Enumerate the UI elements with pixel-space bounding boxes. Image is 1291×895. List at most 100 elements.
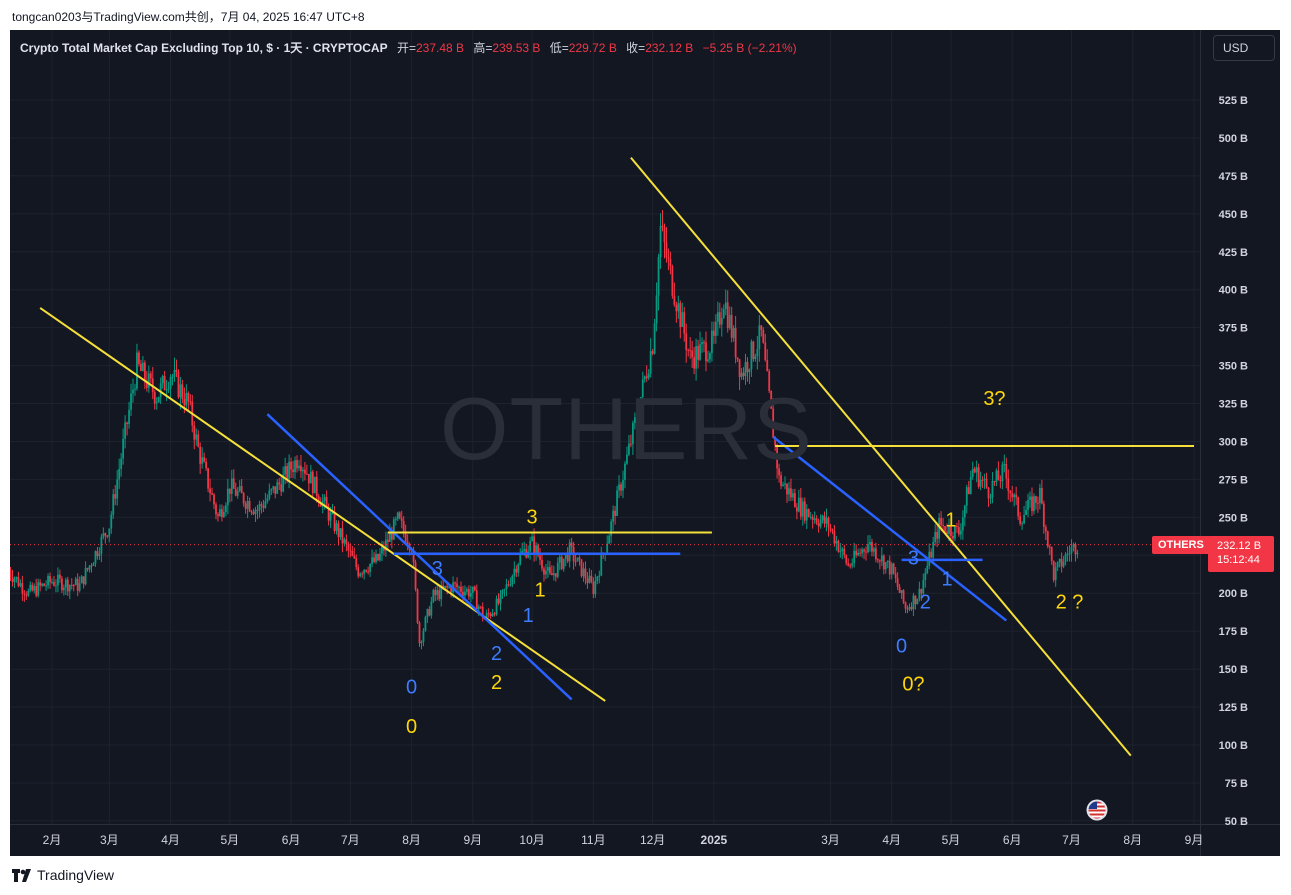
candle-body-up [432,589,435,602]
candle-body-down [325,497,328,507]
candle-body-down [207,468,209,489]
candle-body-up [1058,558,1061,563]
candle-body-up [782,484,784,486]
candle-body-up [568,542,571,562]
candle-body-up [1072,544,1075,548]
candle-body-up [608,535,611,544]
candle-body-down [774,437,777,446]
candle-body-down [997,470,1000,481]
candle-body-up [112,494,115,515]
candle-body-down [456,583,458,588]
candle-body-down [96,551,99,557]
candle-body-up [647,373,650,379]
candle-body-up [122,438,125,459]
candle-body-up [924,572,927,580]
candle-body-down [793,493,796,508]
candle-body-up [600,553,603,576]
candle-body-up [701,342,703,345]
candle-body-up [869,541,871,545]
candle-body-down [742,372,745,377]
candle-body-up [268,490,271,499]
candle-body-down [390,532,393,540]
candle-body-down [189,401,192,403]
candle-body-down [669,259,672,267]
candle-body-up [436,590,439,596]
candle-body-up [965,487,968,506]
candle-body-up [430,601,433,616]
candle-body-down [86,568,89,570]
candle-body-down [367,571,370,573]
open-value: 237.48 B [415,41,465,55]
y-tick-label: 525 B [1219,95,1248,107]
candle-body-up [136,352,138,389]
candle-body-up [100,536,103,554]
candle-body-up [655,295,658,324]
chart-area[interactable]: 50 B 75 B 100 B 125 B 150 B 175 B 200 B 250 B 27… [10,30,1280,856]
y-tick-label: 250 B [1219,512,1248,524]
candle-body-up [128,409,130,424]
y-tick-label: 125 B [1219,702,1248,714]
candle-body-down [1011,493,1014,498]
wave-label-yellow: 3 [527,506,538,528]
candle-body-up [740,372,743,378]
candle-body-up [141,362,144,371]
candle-body-up [722,308,725,318]
candle-body-down [768,371,771,392]
candle-body-down [349,550,352,552]
candle-body-up [547,567,549,571]
candle-body-down [946,531,948,534]
currency-button[interactable]: USD [1213,35,1275,61]
candle-body-up [744,361,747,377]
candle-body-up [1033,496,1035,512]
candle-body-up [558,556,561,563]
candle-body-up [134,388,136,390]
candle-body-down [712,330,715,336]
candle-body-up [254,509,257,515]
wave-label-blue: 0 [406,676,417,698]
trendline-yellow [630,157,1132,757]
candle-body-down [416,589,419,623]
candle-body-down [746,361,749,373]
candle-body-down [181,384,184,400]
candle-body-down [1019,516,1022,524]
candle-body-up [55,585,57,587]
candle-body-up [477,606,480,609]
candle-body-up [1076,552,1079,555]
candle-body-down [790,488,792,498]
candle-body-down [493,613,496,615]
candle-body-down [163,375,166,391]
candle-body-up [381,546,383,554]
candle-body-down [849,565,852,567]
candle-body-up [531,536,534,542]
candle-body-down [1052,561,1055,581]
candle-body-down [665,242,668,258]
candle-body-down [673,295,676,305]
candle-body-down [106,535,109,537]
candle-body-down [993,481,996,483]
candle-body-up [503,589,506,591]
candle-body-down [434,589,437,596]
candle-body-up [681,312,684,327]
tradingview-logo[interactable]: TradingView [12,867,114,883]
candle-body-down [543,568,545,575]
candle-body-up [633,417,636,424]
candle-body-down [114,494,117,499]
us-flag-icon[interactable] [1086,799,1108,821]
candle-body-down [752,341,755,360]
candle-body-up [639,397,642,415]
candle-body-down [333,512,336,531]
candle-body-down [53,581,55,586]
candle-body-up [51,581,53,583]
candle-body-down [888,560,891,575]
candle-body-up [699,344,701,360]
candle-body-down [1074,544,1077,555]
candle-body-down [153,391,156,404]
candle-body-down [406,541,409,545]
candle-body-down [936,531,939,539]
candle-body-down [305,473,308,475]
candle-body-down [232,478,235,489]
candle-body-up [588,575,591,583]
candle-body-down [570,542,573,547]
candle-body-up [707,359,709,362]
